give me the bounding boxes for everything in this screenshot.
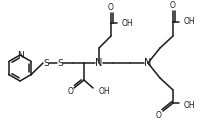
Text: N: N (144, 58, 152, 68)
Text: OH: OH (122, 19, 134, 27)
Text: N: N (17, 51, 23, 60)
Text: O: O (108, 4, 114, 12)
Text: N: N (95, 58, 103, 68)
Text: OH: OH (99, 87, 111, 97)
Text: S: S (43, 59, 49, 67)
Text: OH: OH (184, 17, 196, 26)
Text: O: O (156, 111, 162, 120)
Text: O: O (170, 1, 176, 10)
Text: OH: OH (184, 101, 196, 110)
Text: S: S (57, 59, 63, 67)
Text: O: O (68, 87, 74, 97)
